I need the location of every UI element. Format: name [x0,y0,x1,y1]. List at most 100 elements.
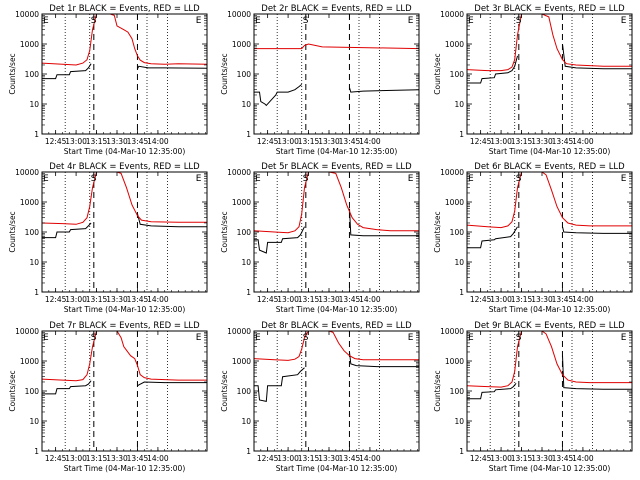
event-marker-label: E [468,16,474,26]
x-tick-label: 13:00 [65,295,87,304]
x-tick-label: 13:45 [552,137,574,146]
lld-series-line [42,331,207,382]
event-marker-label: E [255,16,261,26]
y-tick-label: 100 [25,70,40,79]
x-tick-label: 14:00 [359,295,381,304]
lld-series-line [254,43,419,50]
detector-panel: Det 6r BLACK = Events, RED = LLD12:4513:… [433,162,633,314]
lld-series-line [254,331,419,361]
events-series-line [562,43,632,70]
events-series-line [42,222,92,239]
y-axis-label: Counts/sec [220,211,229,252]
event-marker-label: S [516,174,522,184]
x-tick-label: 13:30 [106,137,128,146]
y-tick-label: 10000 [440,327,464,336]
events-series-line [137,213,207,228]
x-tick-label: 13:00 [277,295,299,304]
x-tick-label: 12:45 [257,295,279,304]
x-tick-label: 12:45 [257,137,279,146]
x-tick-label: 12:45 [45,295,67,304]
x-tick-label: 13:00 [490,137,512,146]
x-tick-label: 12:45 [45,137,67,146]
x-axis-label: Start Time (04-Mar-10 12:35:00) [64,464,186,473]
y-tick-label: 10 [454,100,464,109]
event-marker-label: E [621,174,627,184]
events-series-line [349,87,419,93]
event-marker-label: E [621,16,627,26]
x-tick-label: 13:00 [65,454,87,463]
x-tick-label: 13:30 [531,295,553,304]
x-tick-label: 13:30 [106,295,128,304]
event-marker-label: E [196,333,202,343]
event-marker-label: S [516,16,522,26]
y-tick-label: 10000 [440,168,464,177]
panel-data-group [467,172,632,249]
event-marker-label: E [196,174,202,184]
y-axis-label: Counts/sec [220,370,229,411]
y-tick-label: 100 [237,387,252,396]
y-tick-label: 10 [29,258,39,267]
detector-panel: Det 8r BLACK = Events, RED = LLD12:4513:… [220,321,420,473]
x-tick-label: 13:00 [277,137,299,146]
detector-panel: Det 7r BLACK = Events, RED = LLD12:4513:… [8,321,208,473]
lld-series-line [42,14,207,66]
x-tick-label: 13:00 [490,295,512,304]
event-marker-label: E [621,333,627,343]
y-tick-label: 1000 [232,198,251,207]
events-series-line [254,84,303,107]
x-tick-label: 12:45 [470,295,492,304]
x-tick-label: 13:15 [511,137,533,146]
events-series-line [137,381,207,387]
y-axis-label: Counts/sec [433,370,442,411]
y-tick-label: 1 [459,447,464,456]
x-tick-label: 14:00 [147,137,169,146]
y-tick-label: 1 [34,447,39,456]
y-tick-label: 1 [246,288,251,297]
x-tick-label: 13:15 [86,137,108,146]
x-tick-label: 12:45 [257,454,279,463]
y-tick-label: 100 [237,228,252,237]
detector-panel: Det 3r BLACK = Events, RED = LLD12:4513:… [433,4,633,156]
x-axis-label: Start Time (04-Mar-10 12:35:00) [489,305,611,314]
x-tick-label: 13:45 [127,454,149,463]
x-axis-label: Start Time (04-Mar-10 12:35:00) [276,305,398,314]
y-tick-label: 10000 [227,10,251,19]
y-tick-label: 1000 [445,357,464,366]
panel-title: Det 1r BLACK = Events, RED = LLD [49,4,200,14]
y-tick-label: 10000 [15,327,39,336]
events-series-line [467,382,517,400]
events-series-line [349,351,419,368]
panel-title: Det 2r BLACK = Events, RED = LLD [261,4,412,14]
event-marker-label: E [43,333,49,343]
detector-panel: Det 1r BLACK = Events, RED = LLD 12:45 13:… [8,4,208,156]
x-tick-label: 13:00 [277,454,299,463]
detector-panel: Det 5r BLACK = Events, RED = LLD12:4513:… [220,162,420,314]
panel-title: Det 6r BLACK = Events, RED = LLD [474,162,625,172]
event-marker-label: E [255,174,261,184]
x-axis-label: Start Time (04-Mar-10 12:35:00) [64,147,186,156]
panel-data-group [42,331,207,395]
panel-title: Det 3r BLACK = Events, RED = LLD [474,4,625,14]
y-tick-label: 10 [241,258,251,267]
x-axis-label: Start Time (04-Mar-10 12:35:00) [276,147,398,156]
y-tick-label: 1 [246,130,251,139]
y-tick-label: 1 [459,130,464,139]
y-tick-label: 10000 [15,168,39,177]
y-axis-label: Counts/sec [8,211,17,252]
x-axis-label: Start Time (04-Mar-10 12:35:00) [64,305,186,314]
y-tick-label: 1000 [445,40,464,49]
y-tick-label: 10 [454,258,464,267]
event-marker-label: E [408,333,414,343]
x-tick-label: 13:30 [318,137,340,146]
x-tick-label: 13:30 [106,454,128,463]
y-tick-label: 100 [25,387,40,396]
x-tick-label: 13:30 [318,295,340,304]
event-marker-label: E [408,174,414,184]
event-marker-label: S [303,333,309,343]
x-tick-label: 13:45 [339,295,361,304]
lld-series-line [254,172,419,234]
event-marker-label: E [43,174,49,184]
panel-title: Det 9r BLACK = Events, RED = LLD [474,321,625,331]
y-axis-label: Counts/sec [433,53,442,94]
